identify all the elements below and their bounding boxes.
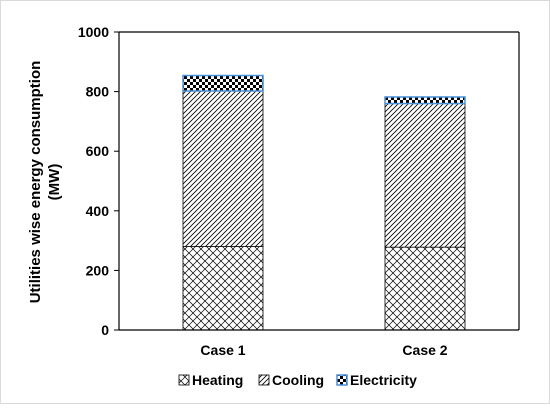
y-tick-label: 600	[86, 143, 110, 159]
y-tick-label: 400	[86, 203, 110, 219]
y-axis-ticks: 0 200 400 600 800 1000	[78, 24, 119, 338]
x-tick-label: Case 2	[402, 342, 447, 358]
bar-electricity-case-2	[384, 96, 466, 105]
bar-cooling-case-2	[384, 103, 466, 248]
legend-label-heating: Heating	[192, 372, 243, 388]
legend-swatch-cooling	[258, 374, 270, 386]
legend: Heating Cooling Electricity	[178, 372, 417, 388]
bar-cooling-case-1	[182, 90, 264, 247]
y-tick-label: 800	[86, 84, 110, 100]
bar-heating-case-2	[384, 246, 466, 331]
y-axis-title-line-1: Utilities wise energy consumption	[27, 61, 44, 304]
x-axis-labels: Case 1 Case 2	[200, 342, 447, 358]
axes	[118, 31, 520, 331]
y-tick-label: 1000	[78, 24, 109, 40]
y-axis-title: Utilities wise energy consumption (MW)	[27, 61, 63, 304]
legend-label-cooling: Cooling	[272, 372, 324, 388]
legend-swatch-electricity	[336, 374, 348, 386]
bar-heating-case-1	[182, 246, 264, 331]
legend-label-electricity: Electricity	[350, 372, 417, 388]
y-tick-label: 200	[86, 262, 110, 278]
bars	[182, 74, 466, 331]
x-tick-label: Case 1	[200, 342, 245, 358]
y-tick-label: 0	[101, 322, 109, 338]
bar-electricity-case-1	[182, 74, 264, 92]
legend-swatch-heating	[178, 374, 190, 386]
y-axis-title-line-2: (MW)	[46, 164, 63, 201]
